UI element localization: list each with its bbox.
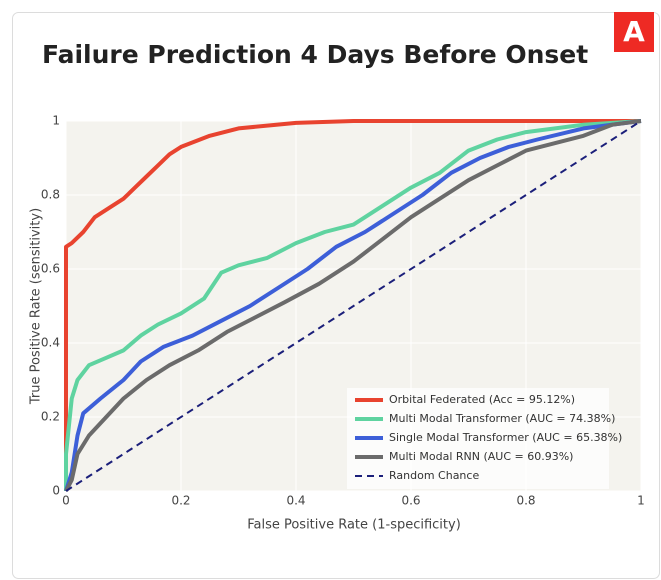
y-tick-label: 1 — [52, 114, 60, 128]
x-tick-label: 0.2 — [171, 494, 190, 508]
roc-line — [65, 120, 642, 492]
logo-box — [614, 12, 654, 52]
roc-line — [64, 119, 642, 492]
legend-label: Multi Modal RNN (AUC = 60.93%) — [389, 450, 573, 463]
roc-line — [64, 119, 641, 491]
logo: A — [623, 15, 645, 48]
y-tick-label: 0.4 — [41, 336, 60, 350]
y-tick-label: 0.6 — [41, 262, 60, 276]
roc-line — [64, 119, 642, 492]
x-tick-label: 0.6 — [401, 494, 420, 508]
legend-label: Orbital Federated (Acc = 95.12%) — [389, 393, 575, 406]
y-tick-label: 0.2 — [41, 410, 60, 424]
chart-title: Failure Prediction 4 Days Before Onset — [42, 40, 588, 69]
legend-label: Multi Modal Transformer (AUC = 74.38%) — [389, 412, 615, 425]
x-tick-label: 1 — [637, 494, 645, 508]
x-tick-label: 0.8 — [516, 494, 535, 508]
legend-box — [347, 388, 609, 489]
x-tick-label: 0 — [62, 494, 70, 508]
x-axis-title: False Positive Rate (1-specificity) — [247, 518, 461, 533]
y-axis-title: True Positive Rate (sensitivity) — [29, 208, 44, 405]
x-tick-label: 0.4 — [286, 494, 305, 508]
y-tick-label: 0.8 — [41, 188, 60, 202]
y-tick-label: 0 — [52, 484, 60, 498]
legend-label: Single Modal Transformer (AUC = 65.38%) — [389, 431, 622, 444]
legend-label: Random Chance — [389, 469, 479, 482]
roc-line — [64, 119, 642, 491]
